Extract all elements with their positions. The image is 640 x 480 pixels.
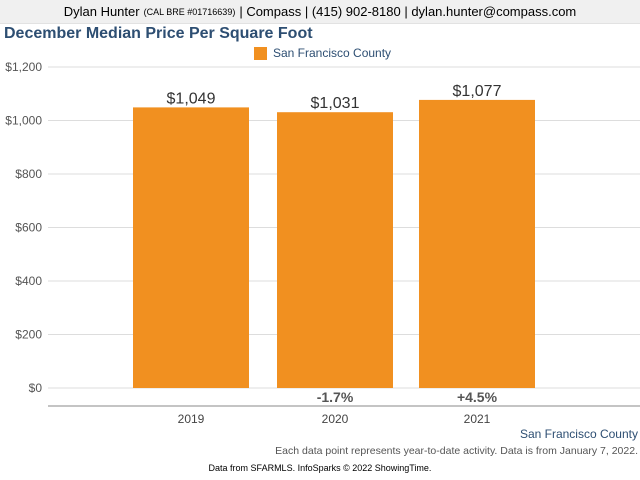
agent-license: (CAL BRE #01716639) [143, 6, 236, 17]
agent-header: Dylan Hunter (CAL BRE #01716639) | Compa… [0, 0, 640, 24]
x-tick-label: 2021 [464, 412, 491, 426]
y-tick-label: $600 [15, 221, 42, 235]
bar [419, 99, 535, 388]
agent-contact: | Compass | (415) 902-8180 | dylan.hunte… [239, 4, 577, 19]
change-label: +4.5% [457, 389, 498, 405]
data-label: $1,077 [453, 83, 502, 100]
legend-label: San Francisco County [273, 46, 392, 60]
y-tick-label: $0 [29, 381, 43, 395]
legend[interactable]: San Francisco County [254, 46, 391, 60]
y-tick-label: $1,000 [5, 114, 42, 128]
y-tick-label: $200 [15, 328, 42, 342]
bar [133, 107, 249, 388]
y-tick-label: $400 [15, 274, 42, 288]
agent-name: Dylan Hunter [63, 4, 140, 19]
x-tick-label: 2020 [322, 412, 349, 426]
data-label: $1,049 [167, 90, 216, 107]
data-note: Each data point represents year-to-date … [275, 445, 638, 457]
footer-credit: Data from SFARMLS. InfoSparks © 2022 Sho… [208, 463, 432, 473]
region-label: San Francisco County [519, 427, 638, 441]
bar [277, 112, 393, 389]
chart-title: December Median Price Per Square Foot [4, 25, 313, 42]
change-label: -1.7% [317, 389, 354, 405]
legend-swatch [254, 46, 267, 60]
data-label: $1,031 [311, 95, 360, 112]
y-tick-label: $1,200 [5, 60, 42, 74]
y-tick-label: $800 [15, 167, 42, 181]
x-tick-label: 2019 [178, 412, 205, 426]
